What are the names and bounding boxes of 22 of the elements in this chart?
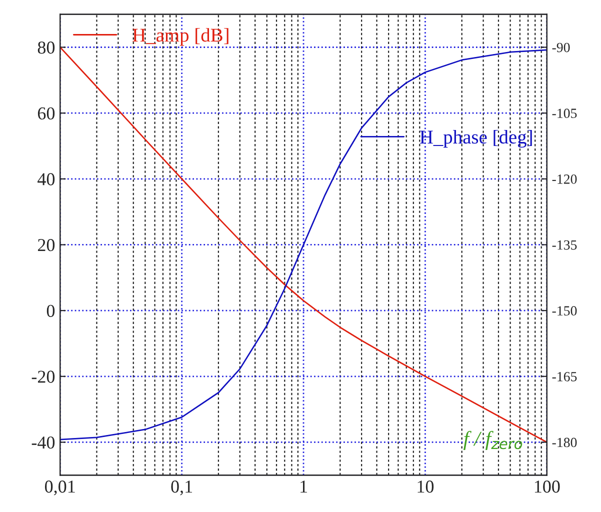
y2-tick-label: -150 [552, 306, 577, 316]
y-tick-label: 80 [38, 42, 55, 54]
x-tick-label: 100 [534, 480, 560, 493]
y2-tick-label: -105 [552, 108, 577, 118]
y-tick-label: 40 [38, 173, 55, 186]
y-tick-label: 60 [38, 107, 55, 120]
y2-tick-label: -180 [552, 438, 577, 448]
x-tick-label: 0,1 [171, 480, 192, 496]
y2-tick-label: -135 [552, 240, 577, 250]
y-tick-label: 0 [46, 304, 55, 318]
y-tick-label: -20 [32, 370, 55, 383]
x-tick-label: 1 [300, 480, 307, 493]
y2-tick-label: -165 [552, 372, 577, 382]
y-tick-label: 20 [38, 238, 55, 252]
y2-tick-label: -90 [552, 42, 570, 52]
legend-label: H_phase [deg] [420, 130, 532, 148]
annotation: f / f$_{zero}$ [463, 430, 522, 450]
x-tick-label: 10 [418, 480, 434, 493]
x-tick-label: 0,01 [44, 480, 75, 496]
y2-tick-label: -120 [552, 174, 577, 184]
y-tick-label: -40 [32, 436, 55, 449]
legend-label: H_amp [dB] [132, 28, 228, 46]
